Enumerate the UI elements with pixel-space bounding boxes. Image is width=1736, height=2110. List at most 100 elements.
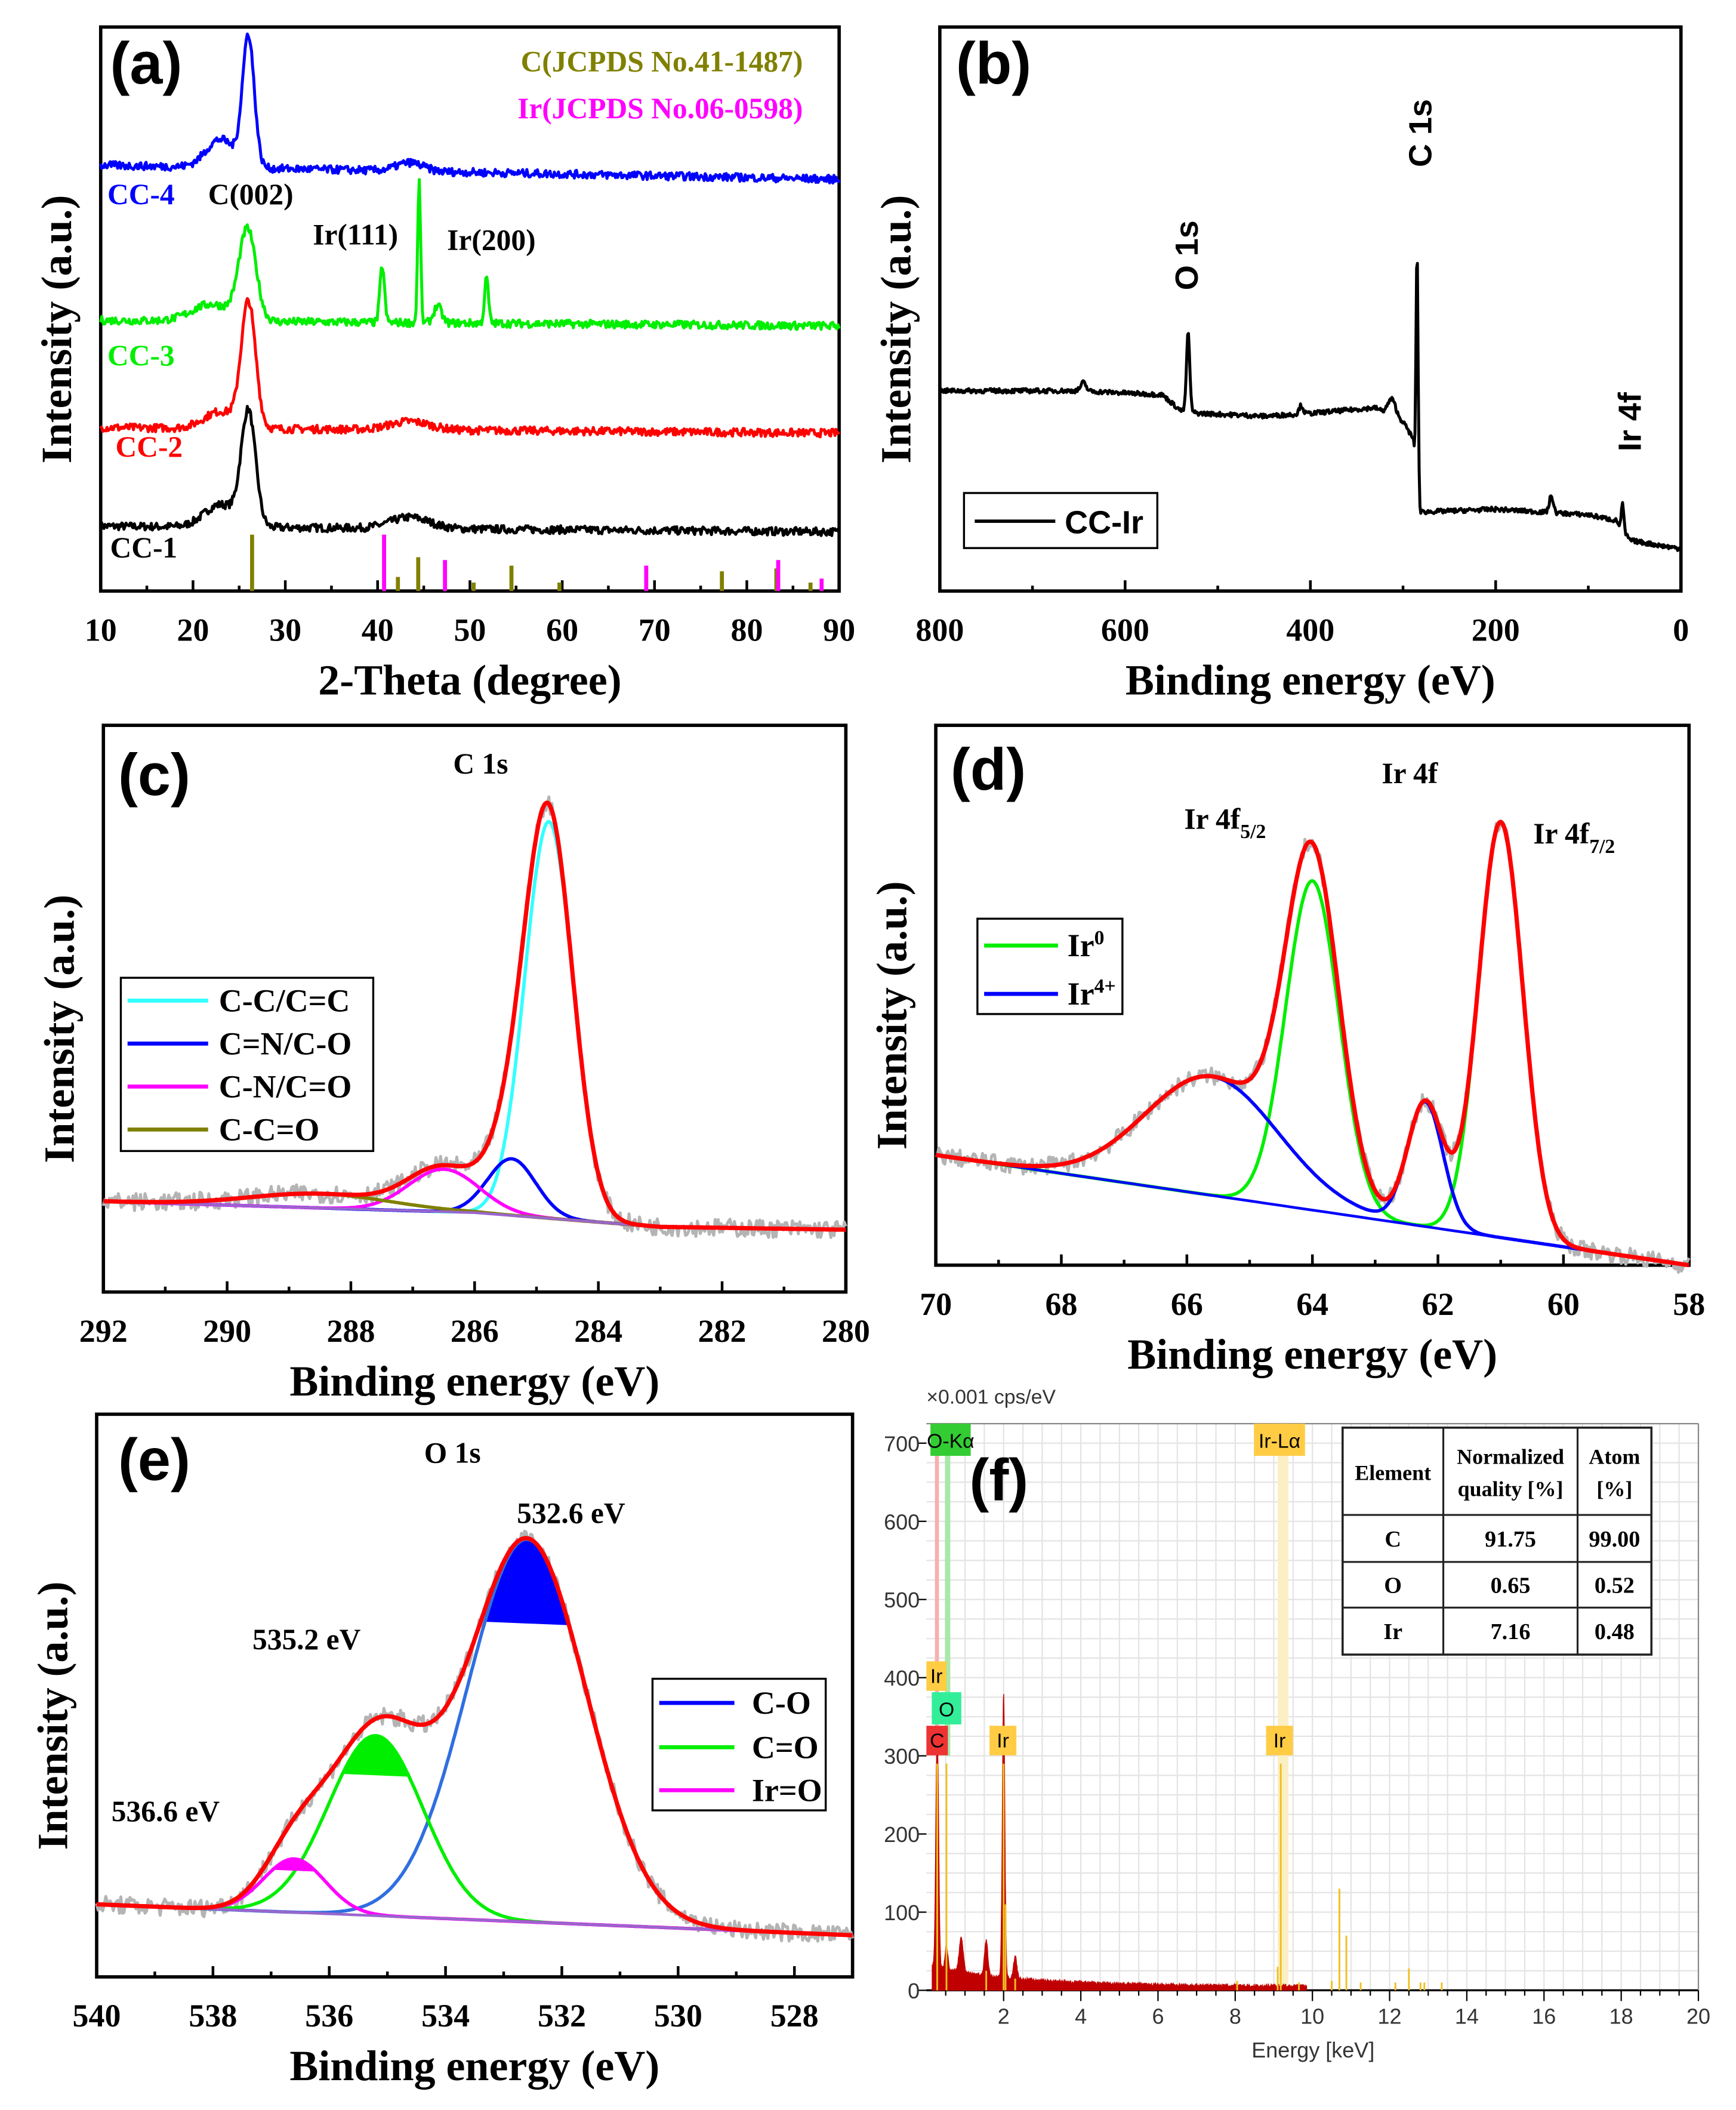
- element-label: O-Kα: [927, 1430, 974, 1453]
- x-tick-label: 60: [546, 612, 578, 648]
- reference-legend-entry: C(JCPDS No.41-1487): [521, 45, 803, 78]
- table-cell: C: [1385, 1527, 1401, 1552]
- peak-label: 536.6 eV: [112, 1795, 220, 1828]
- panel-e: 540 538 536 534 532 530 528 Binding energy (eV)…: [29, 1412, 855, 2090]
- series-line-cc-1: [99, 405, 841, 537]
- panel-d: 70 68 66 64 62 60 58 Binding energy (eV) Intensi…: [868, 723, 1705, 1378]
- table-header-cell: Normalized: [1457, 1445, 1564, 1469]
- peak-label: Ir 4f5/2: [1184, 802, 1266, 843]
- component-line: [935, 820, 1689, 1267]
- x-tick-label: 200: [1472, 612, 1520, 648]
- legend-box: [119, 977, 375, 1153]
- x-tick-label: 6: [1152, 2004, 1164, 2029]
- x-tick-label: 10: [85, 612, 117, 648]
- x-tick-label: 70: [920, 1286, 952, 1322]
- chart-title: Ir 4f: [1382, 757, 1438, 790]
- x-tick-label: 70: [639, 612, 671, 648]
- x-tick-label: 30: [269, 612, 301, 648]
- x-tick-label: 14: [1455, 2004, 1479, 2029]
- panel-c: 292 290 288 286 284 282 280 Binding energy (eV)…: [36, 723, 870, 1405]
- peak-label: O 1s: [1169, 220, 1205, 290]
- peak-annotation: Ir(200): [447, 224, 535, 257]
- chart-title: O 1s: [424, 1436, 481, 1469]
- x-tick-label: 534: [421, 1998, 470, 2034]
- panel-label: (d): [951, 736, 1026, 802]
- y-tick-label: 500: [884, 1588, 920, 1612]
- y-tick-label: 100: [884, 1900, 920, 1925]
- element-label-box: [930, 1424, 971, 1456]
- y-tick-label: 0: [908, 1979, 920, 2003]
- element-label: Ir-Lα: [1259, 1430, 1300, 1453]
- series-label: CC-4: [107, 178, 175, 211]
- legend-label: CC-Ir: [1065, 504, 1143, 540]
- element-label: O: [939, 1699, 954, 1721]
- table-header-cell: quality [%]: [1458, 1477, 1564, 1501]
- panel-label: (f): [969, 1446, 1028, 1513]
- peak-label-subscript: 5/2: [1240, 821, 1266, 843]
- table-cell: 91.75: [1485, 1527, 1536, 1552]
- element-label-box: [1266, 1726, 1293, 1755]
- x-tick-label: 10: [1300, 2004, 1324, 2029]
- y-tick-label: 200: [884, 1822, 920, 1847]
- x-tick-label: 40: [362, 612, 394, 648]
- x-tick-label: 58: [1673, 1286, 1705, 1322]
- peak-label-subscript: 7/2: [1589, 836, 1615, 858]
- c-line-band: [935, 1424, 939, 1756]
- panel-label: (b): [956, 30, 1031, 96]
- table-cell: 0.52: [1595, 1573, 1635, 1598]
- x-axis-label: Binding energy (eV): [289, 1357, 659, 1405]
- x-tick-label: 600: [1101, 612, 1149, 648]
- x-tick-label: 400: [1286, 612, 1334, 648]
- x-tick-label: 530: [654, 1998, 702, 2034]
- table-frame: [1342, 1427, 1653, 1656]
- x-tick-label: 60: [1547, 1286, 1580, 1322]
- x-tick-label: 90: [823, 612, 855, 648]
- x-tick-label: 50: [454, 612, 486, 648]
- x-tick-label: 280: [822, 1313, 870, 1349]
- x-tick-label: 18: [1609, 2004, 1633, 2029]
- x-tick-label: 20: [1686, 2004, 1710, 2029]
- x-tick-label: 8: [1229, 2004, 1241, 2029]
- table-cell: O: [1384, 1573, 1402, 1598]
- legend-label-text: Ir: [1068, 976, 1094, 1012]
- element-label-box: [1254, 1424, 1305, 1456]
- y-axis-label: Intensity (a.u.): [872, 195, 920, 464]
- table-cell: 0.48: [1595, 1619, 1635, 1644]
- panel-f: 2 4 6 8 10 12 14 16 18 200100200300400500600700En…: [884, 1385, 1710, 2062]
- reference-legend-entry: Ir(JCPDS No.06-0598): [517, 92, 803, 125]
- x-tick-label: 64: [1296, 1286, 1328, 1322]
- y-tick-label: 600: [884, 1510, 920, 1534]
- y-axis-label: Intensity (a.u.): [36, 895, 84, 1163]
- legend-label: C=O: [752, 1729, 819, 1765]
- x-tick-label: 16: [1532, 2004, 1556, 2029]
- peak-label-text: Ir 4f: [1184, 802, 1240, 835]
- x-axis-label: Binding energy (eV): [1126, 656, 1496, 704]
- x-axis-label: Binding energy (eV): [1127, 1330, 1497, 1378]
- legend-superscript: 0: [1094, 927, 1105, 949]
- x-tick-label: 68: [1045, 1286, 1077, 1322]
- element-label: C: [930, 1729, 944, 1752]
- series-label: CC-3: [107, 339, 175, 372]
- x-tick-label: 540: [72, 1998, 121, 2034]
- legend-label: C-N/C=O: [219, 1068, 352, 1104]
- peak-annotation: Ir(111): [313, 218, 398, 251]
- element-label: Ir: [997, 1729, 1009, 1752]
- x-tick-label: 290: [203, 1313, 251, 1349]
- legend-label: Ir=O: [752, 1772, 822, 1808]
- x-axis-label: 2-Theta (degree): [318, 656, 621, 704]
- table-header-cell: Element: [1355, 1461, 1431, 1485]
- baseline-line: [935, 1153, 1689, 1267]
- series-line-cc-ir: [939, 261, 1682, 552]
- y-tick-label: 300: [884, 1744, 920, 1769]
- series-line-cc-4: [99, 32, 841, 185]
- table-cell: Ir: [1383, 1619, 1402, 1644]
- component-line: [103, 1157, 846, 1232]
- x-tick-label: 4: [1075, 2004, 1087, 2029]
- legend-superscript: 4+: [1094, 975, 1116, 997]
- legend-box: [976, 917, 1124, 1015]
- table-header-cell: Atom: [1589, 1445, 1640, 1469]
- ir-line-band: [1277, 1424, 1288, 1991]
- legend-label: C=N/C-O: [219, 1025, 352, 1061]
- x-tick-label: 2: [998, 2004, 1010, 2029]
